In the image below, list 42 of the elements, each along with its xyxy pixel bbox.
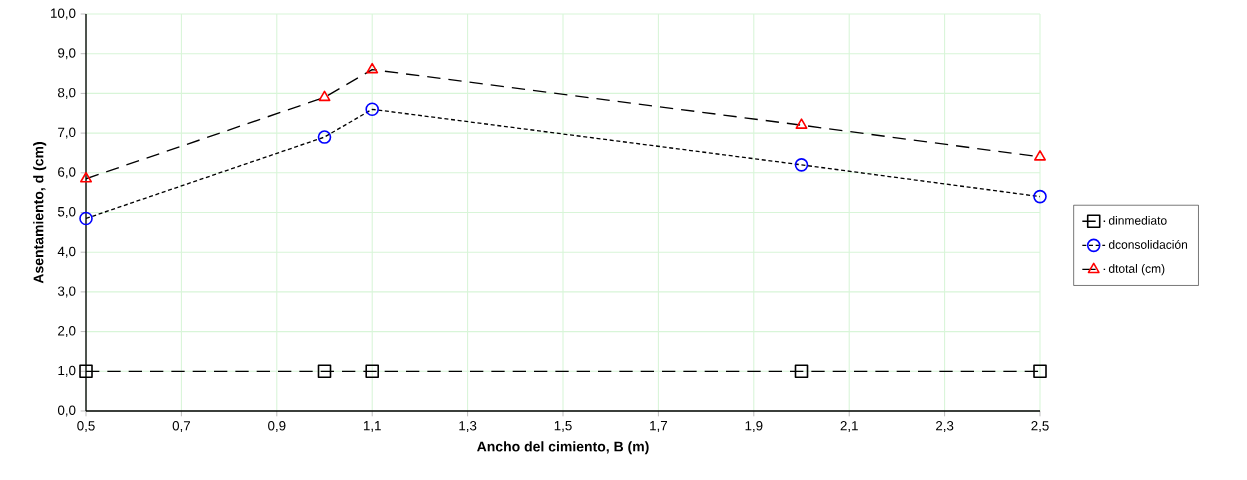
y-tick-label: 9,0 [58, 48, 76, 60]
x-tick-label: 1,3 [459, 421, 477, 433]
point [79, 364, 93, 379]
legend-label: dinmediato [1108, 215, 1167, 225]
point [317, 130, 332, 144]
legend-label: dtotal (cm) [1108, 264, 1165, 276]
x-tick-label: 0,9 [268, 421, 286, 433]
point [794, 364, 809, 379]
point [80, 171, 92, 183]
x-tick-label: 1,5 [554, 421, 572, 432]
point [1033, 364, 1047, 379]
point [318, 90, 331, 102]
y-tick-label: 6,0 [58, 167, 76, 179]
legend-label: dconsolidación [1108, 239, 1188, 249]
y-tick-label: 4,0 [57, 246, 76, 258]
x-tick-label: 0,5 [77, 421, 95, 433]
x-tick-label: 2,5 [1031, 421, 1049, 433]
y-tick-label: 3,0 [57, 286, 76, 298]
x-tick-label: 0,7 [172, 421, 191, 433]
point [366, 62, 379, 74]
x-tick-label: 1,9 [745, 421, 763, 433]
point [795, 118, 808, 129]
y-tick-label: 0,0 [57, 405, 76, 417]
x-tick-label: 2,1 [840, 421, 858, 433]
y-tick-label: 8,0 [58, 87, 76, 99]
point [79, 211, 93, 226]
y-axis-title: Asentamiento, d (cm) [33, 142, 47, 284]
point [794, 158, 809, 172]
point [1034, 150, 1046, 161]
point [317, 364, 332, 379]
point [365, 364, 380, 379]
y-tick-label: 5,0 [57, 207, 76, 219]
x-tick-label: 2,3 [936, 421, 954, 433]
y-tick-label: 1,0 [58, 365, 76, 377]
x-axis-title: Ancho del cimiento, B (m) [477, 441, 649, 455]
point [365, 102, 380, 117]
y-tick-label: 7,0 [58, 127, 76, 139]
x-tick-label: 1,7 [650, 421, 668, 432]
y-tick-label: 10,0 [51, 8, 76, 20]
point [1033, 189, 1047, 204]
x-tick-label: 1,1 [363, 421, 381, 432]
y-tick-label: 2,0 [58, 326, 76, 338]
